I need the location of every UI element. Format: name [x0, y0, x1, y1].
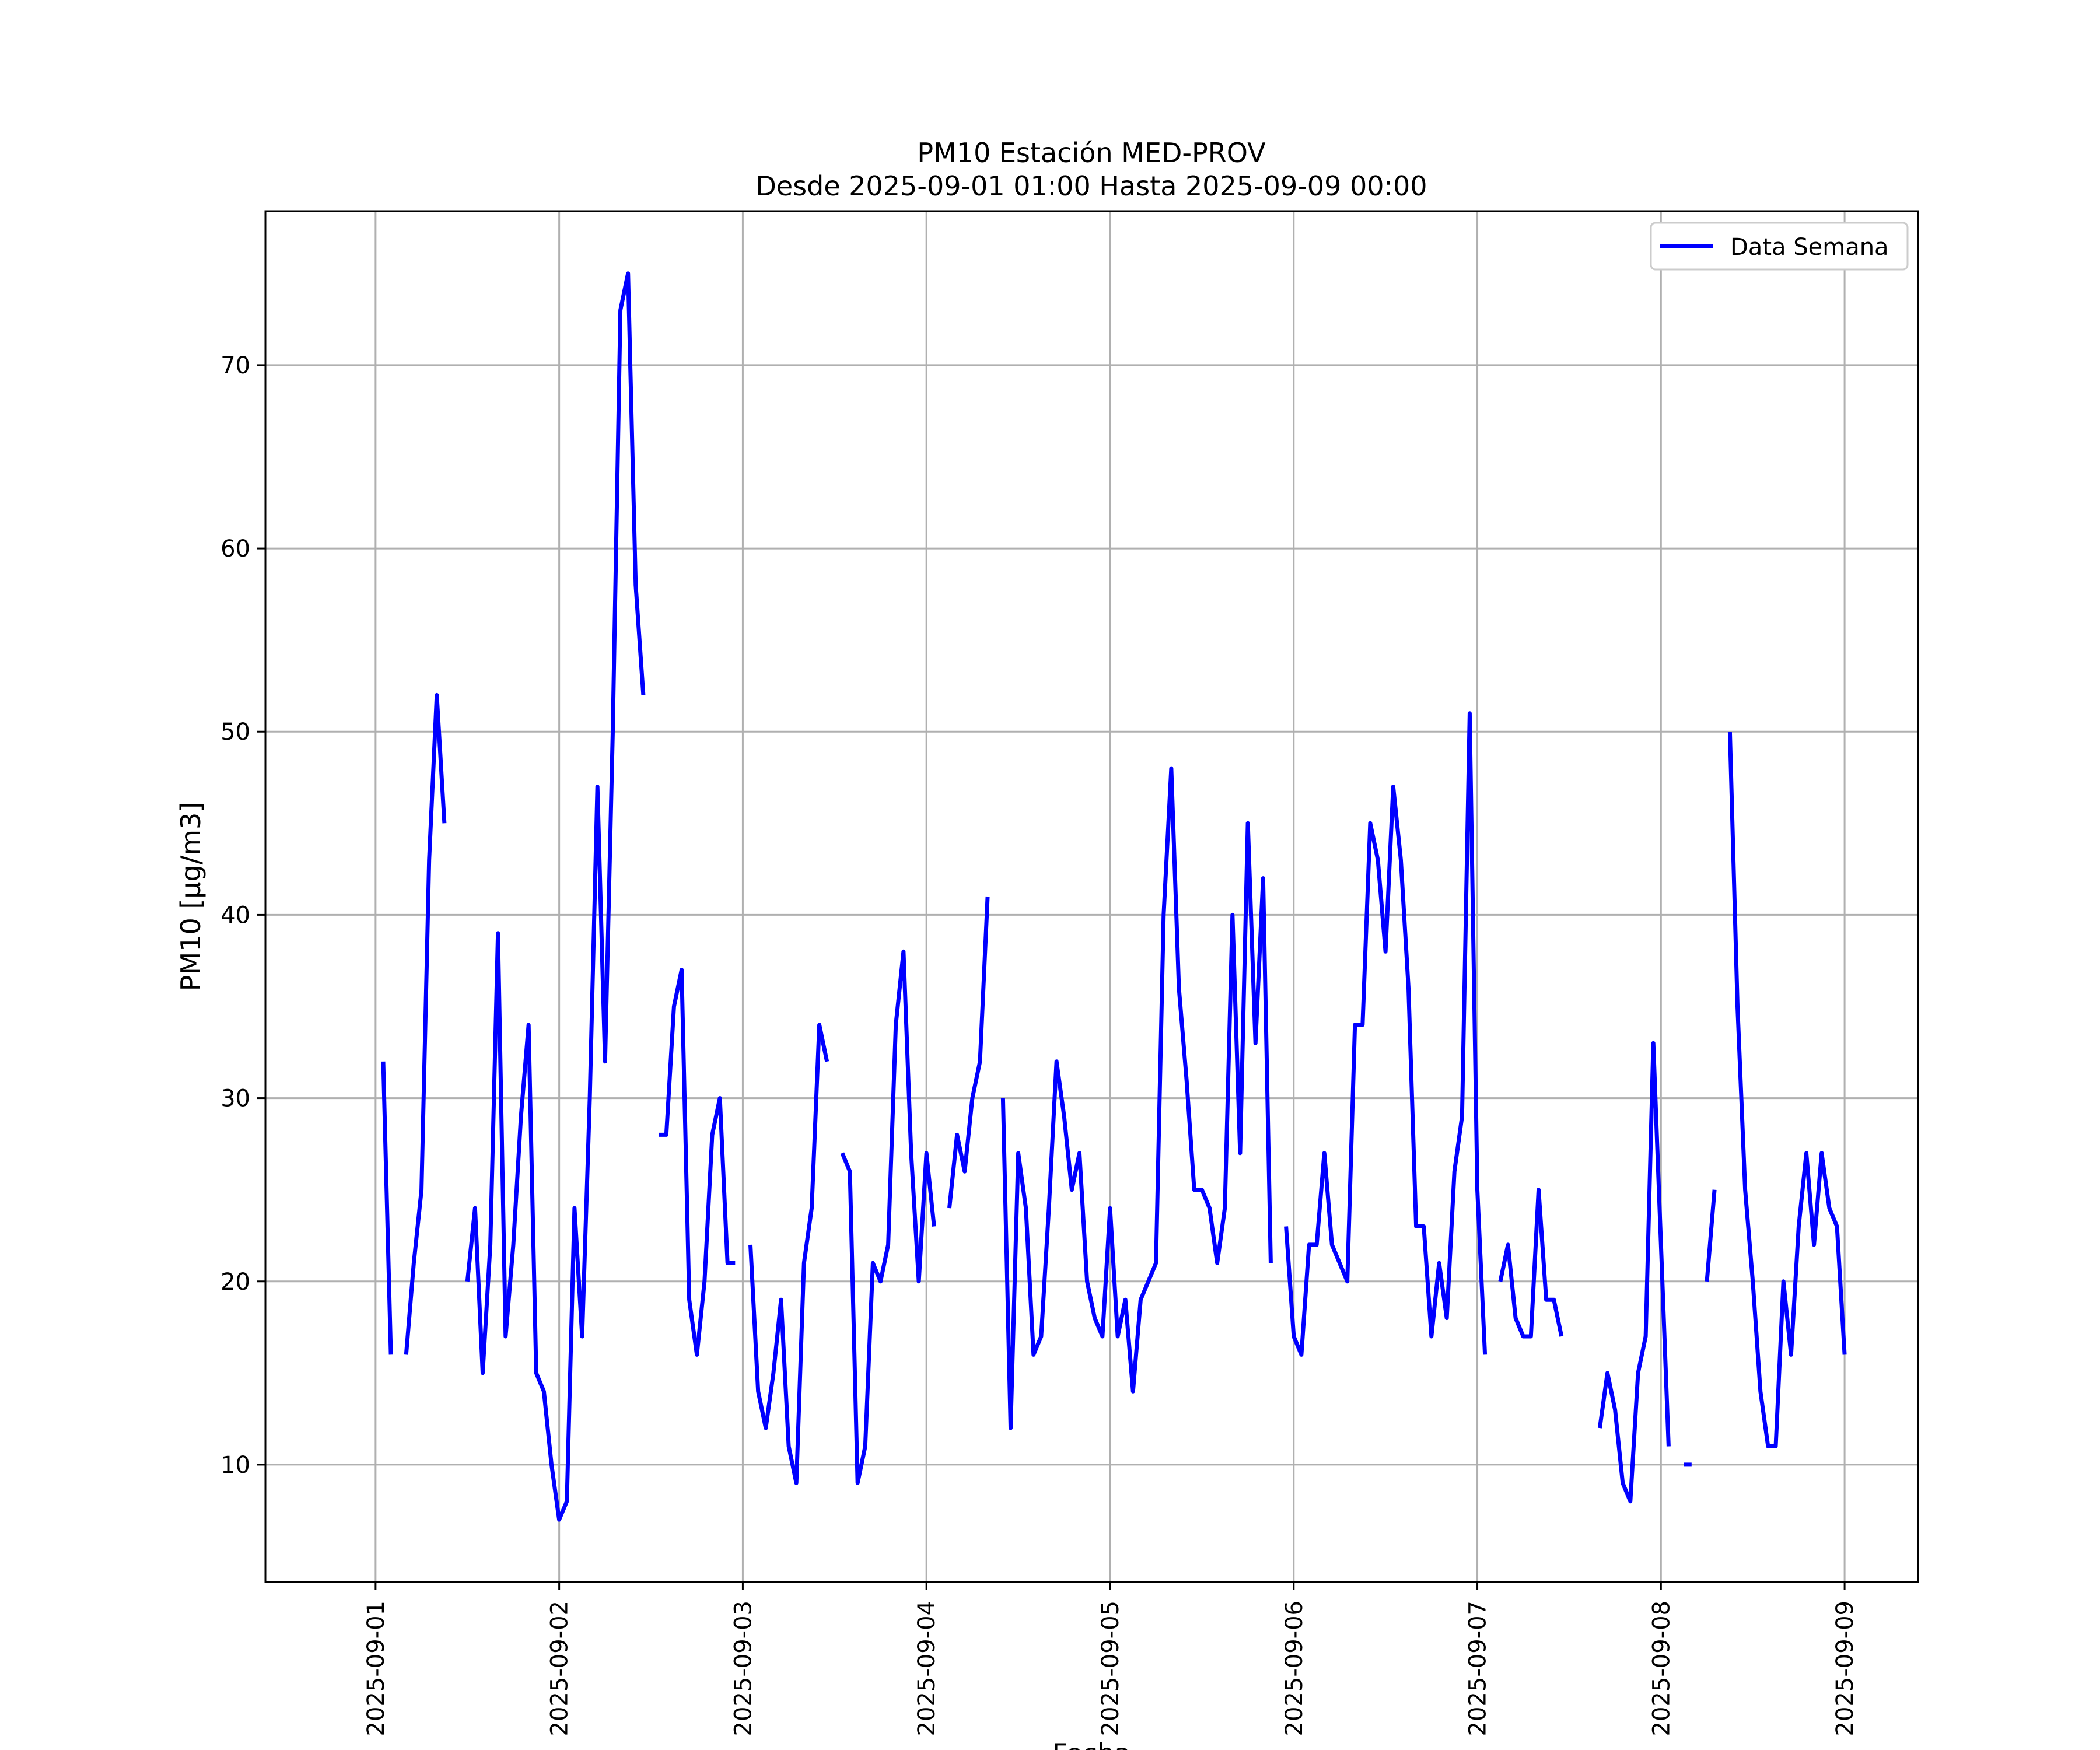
x-tick-label: 2025-09-05 [1097, 1601, 1124, 1736]
series-line-segment [748, 1023, 830, 1485]
series-line-segment [1597, 1041, 1671, 1504]
plot-frame [264, 210, 1919, 1583]
y-tick-label: 30 [220, 1086, 250, 1112]
y-tick-label: 60 [220, 536, 250, 562]
x-tick-label: 2025-09-03 [730, 1601, 757, 1736]
data-semana-series [381, 271, 1847, 1522]
series-line-segment [840, 949, 936, 1485]
x-tick-label: 2025-09-02 [547, 1601, 573, 1736]
series-line-segment [1284, 711, 1488, 1357]
chart-subtitle: Desde 2025-09-01 01:00 Hasta 2025-09-09 … [755, 170, 1427, 202]
x-axis-ticks: 2025-09-01 2025-09-02 2025-09-03 2025-09-04… [363, 1582, 1859, 1736]
series-line-segment [404, 692, 447, 1355]
series-line-segment [465, 271, 646, 1522]
legend-label-data-semana: Data Semana [1730, 234, 1889, 261]
series-line-segment [1000, 766, 1273, 1430]
y-axis-ticks: 10 20 30 40 50 60 70 [220, 352, 265, 1479]
x-tick-label: 2025-09-08 [1648, 1601, 1675, 1736]
chart-title: PM10 Estación MED-PROV [917, 137, 1266, 169]
y-tick-label: 70 [220, 352, 250, 379]
y-tick-label: 50 [220, 719, 250, 746]
x-tick-label: 2025-09-04 [914, 1601, 940, 1736]
y-tick-label: 40 [220, 902, 250, 929]
series-line-segment [1498, 1188, 1564, 1339]
y-tick-label: 10 [220, 1452, 250, 1479]
series-line-segment [1704, 1189, 1717, 1282]
x-tick-label: 2025-09-01 [363, 1601, 390, 1736]
series-line-segment [659, 968, 736, 1357]
y-tick-label: 20 [220, 1269, 250, 1296]
legend: Data Semana [1650, 222, 1909, 271]
y-axis-label: PM10 [μg/m3] [175, 802, 206, 992]
x-tick-label: 2025-09-09 [1832, 1601, 1859, 1736]
x-tick-label: 2025-09-07 [1465, 1601, 1492, 1736]
legend-box [1650, 222, 1909, 271]
series-line-segment [947, 896, 990, 1209]
series-line-segment [1727, 732, 1847, 1448]
series-line-segment [381, 1061, 393, 1355]
x-axis-label: Fecha [1052, 1738, 1131, 1750]
grid [265, 211, 1918, 1582]
x-tick-label: 2025-09-06 [1281, 1601, 1308, 1736]
